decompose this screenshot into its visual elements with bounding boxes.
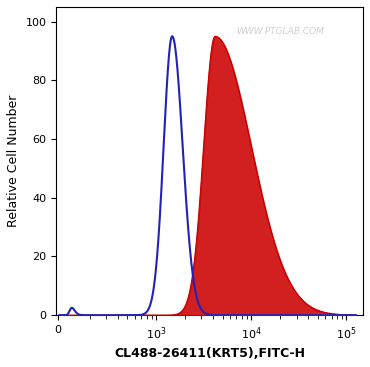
Y-axis label: Relative Cell Number: Relative Cell Number: [7, 95, 20, 227]
X-axis label: CL488-26411(KRT5),FITC-H: CL488-26411(KRT5),FITC-H: [114, 347, 305, 360]
Text: WWW.PTGLAB.COM: WWW.PTGLAB.COM: [236, 27, 324, 36]
